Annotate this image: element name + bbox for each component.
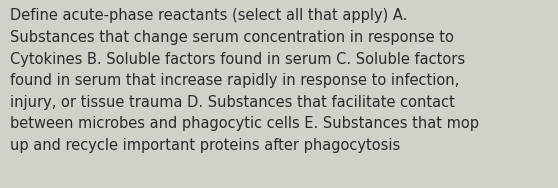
Text: Define acute-phase reactants (select all that apply) A.
Substances that change s: Define acute-phase reactants (select all… <box>10 8 479 153</box>
